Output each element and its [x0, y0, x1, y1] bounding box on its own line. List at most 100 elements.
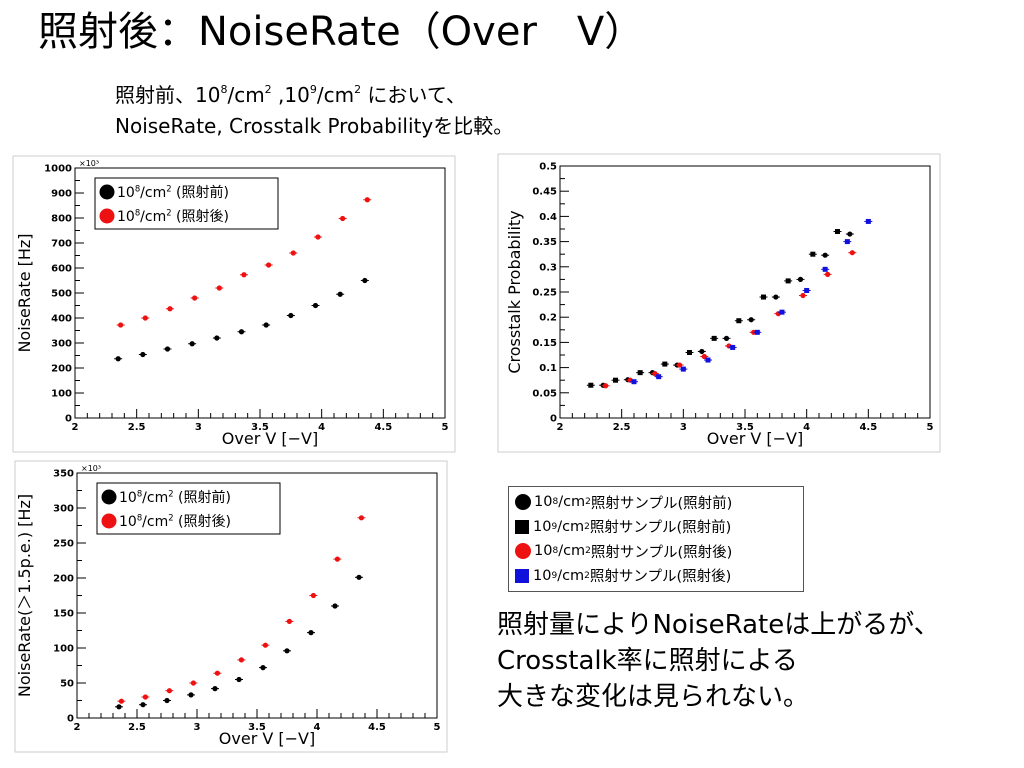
data-point	[118, 322, 124, 328]
data-point	[723, 335, 730, 341]
data-point	[263, 322, 269, 328]
data-point	[142, 315, 148, 321]
data-point	[167, 306, 173, 312]
canvas-border	[14, 460, 448, 753]
plot-legend-label: 108/cm2 (照射後)	[117, 207, 229, 225]
legend-text: (照射前)	[172, 184, 229, 201]
data-point	[865, 218, 871, 224]
x-tick-label: 3	[195, 422, 202, 433]
legend-exponent: 8	[137, 488, 142, 498]
data-point	[315, 234, 321, 240]
data-point	[358, 515, 364, 521]
y-tick-label: 250	[53, 539, 74, 550]
subtitle-exponent: 8	[220, 83, 228, 96]
y-tick-label: 0.25	[532, 288, 557, 299]
legend-exponent: 9	[551, 570, 558, 581]
data-point	[847, 231, 853, 237]
y-tick-label: 100	[53, 644, 74, 655]
data-point	[140, 702, 146, 708]
y-tick-label: 0.3	[539, 262, 557, 273]
data-point	[822, 252, 828, 258]
plot-legend-label: 108/cm2 (照射前)	[117, 183, 229, 201]
data-point	[262, 642, 268, 648]
legend-row: 10 9/cm 2 照射サンプル(照射後)	[515, 564, 803, 589]
subtitle-exponent: 2	[264, 83, 272, 96]
y-tick-label: 0.5	[539, 162, 557, 173]
plot-frame	[559, 165, 931, 419]
legend-text: /cm	[140, 185, 166, 201]
y-tick-label: 350	[53, 469, 74, 480]
y-tick-label: 900	[51, 189, 72, 200]
x-tick-label: 5	[434, 722, 441, 733]
data-point	[613, 377, 618, 383]
data-point	[140, 351, 146, 358]
data-point	[212, 686, 218, 692]
slide-subtitle: 照射前、108/cm2 ,109/cm2 において、 NoiseRate, Cr…	[115, 74, 513, 142]
data-point	[166, 688, 172, 694]
y-tick-label: 0.2	[539, 313, 557, 324]
canvas-border	[497, 153, 941, 453]
x-tick-label: 4	[318, 422, 325, 433]
y-tick-label: 0	[65, 414, 72, 425]
subtitle-line-1: 照射前、108/cm2 ,109/cm2 において、	[115, 74, 513, 111]
data-point	[680, 366, 686, 372]
legend-row: 10 8/cm 2 照射サンプル(照射前)	[515, 490, 803, 515]
data-point	[849, 250, 855, 256]
data-point	[241, 272, 247, 278]
data-point	[337, 291, 343, 297]
data-point	[588, 382, 594, 388]
plot-legend-marker	[101, 513, 117, 529]
legend-exponent: 8	[552, 497, 559, 508]
legend-marker-red-circle-icon	[515, 543, 531, 560]
data-point	[677, 362, 683, 368]
data-point	[238, 657, 244, 663]
data-point	[603, 383, 609, 389]
y-tick-label: 0	[550, 414, 557, 425]
x-tick-label: 3.5	[248, 722, 266, 733]
subtitle-text: /cm	[227, 83, 265, 107]
y-tick-label: 0.45	[532, 187, 557, 198]
legend-text: /cm	[142, 490, 168, 506]
subtitle-text: /cm	[316, 83, 355, 107]
x-tick-label: 2.5	[128, 422, 146, 433]
data-point	[214, 670, 220, 676]
data-point	[631, 379, 637, 385]
data-point	[699, 348, 705, 355]
x-tick-label: 3	[194, 722, 201, 733]
data-point	[779, 309, 785, 315]
y-tick-label: 0.4	[539, 212, 557, 223]
legend-text: 10	[119, 490, 137, 506]
x-tick-label: 3.5	[251, 422, 269, 433]
x-tick-label: 4	[314, 722, 321, 733]
y-axis-label: NoiseRate [Hz]	[15, 233, 34, 352]
y-tick-label: 0.1	[539, 363, 557, 374]
legend-text: /cm	[558, 494, 586, 511]
y-tick-label: 600	[51, 264, 72, 275]
legend-text: /cm	[557, 518, 585, 535]
data-point	[356, 574, 362, 580]
data-point	[190, 680, 196, 686]
y-tick-label: 400	[51, 314, 72, 325]
y-tick-label: 1000	[44, 164, 72, 175]
data-point	[662, 361, 668, 367]
data-point	[192, 295, 198, 301]
y-tick-label: 50	[60, 679, 74, 690]
legend-exponent: 2	[166, 207, 171, 217]
legend-text: 照射サンプル(照射前)	[589, 520, 732, 537]
x-tick-label: 4.5	[374, 422, 392, 433]
data-point	[332, 603, 338, 609]
legend-exponent: 2	[166, 183, 171, 193]
conclusion-line: 大きな変化は見られない。	[497, 682, 810, 712]
y-multiplier-label: ×10³	[79, 159, 99, 168]
y-tick-label: 700	[51, 239, 72, 250]
data-point	[773, 294, 779, 300]
x-tick-label: 3.5	[736, 422, 754, 433]
legend-text: /cm	[140, 209, 166, 225]
data-point	[266, 262, 272, 268]
legend-text: 10	[119, 514, 137, 530]
x-tick-label: 5	[442, 422, 449, 433]
legend-row: 10 8/cm 2 照射サンプル(照射後)	[515, 539, 803, 564]
data-point	[810, 251, 816, 257]
y-tick-label: 800	[51, 214, 72, 225]
y-tick-label: 0	[67, 714, 74, 725]
